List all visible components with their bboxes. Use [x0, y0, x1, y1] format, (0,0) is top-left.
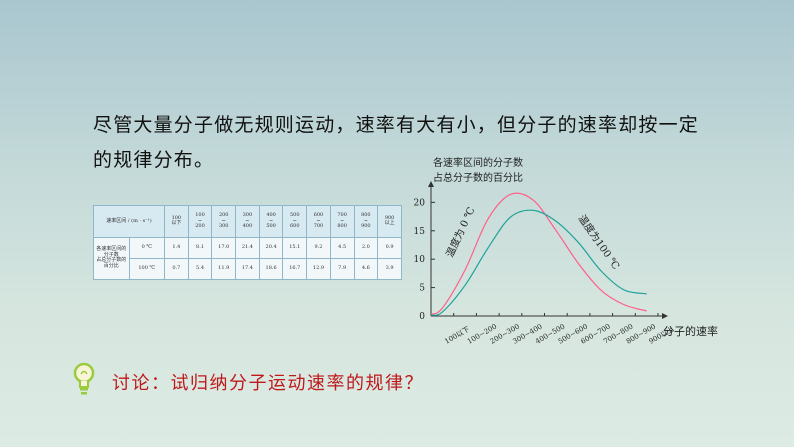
table-cell: 18.6 — [258, 257, 284, 281]
series-line-0 — [430, 192, 647, 315]
table-cell: 17.4 — [235, 257, 260, 281]
y-axis-label-line2: 占总分子数的百分比 — [433, 171, 523, 184]
table-range-9: 900 以上 — [377, 205, 402, 238]
intro-line-2: 的规律分布。 — [93, 149, 215, 171]
x-axis-label: 分子的速率 — [663, 324, 718, 338]
y-axis-label-line1: 各速率区间的分子数 — [433, 156, 523, 169]
y-tick-label: 5 — [419, 284, 425, 294]
table-header-row: 速率区间 / (m · s⁻¹) 100 以下 100 ~200 200 ~300 300 ~… — [93, 205, 402, 238]
table-range-7: 700 ~800 — [329, 205, 355, 238]
y-axis-arrow — [428, 181, 434, 187]
speed-distribution-table: 速率区间 / (m · s⁻¹) 100 以下 100 ~200 200 ~300 300 ~… — [93, 205, 402, 281]
table-range-8: 800 ~900 — [353, 205, 379, 238]
table-range-6: 600 ~700 — [306, 205, 331, 238]
table-cell: 12.9 — [306, 257, 331, 281]
y-tick-label: 0 — [419, 312, 425, 322]
discussion-prompt: 讨论：试归纳分子运动速率的规律？ — [112, 373, 424, 394]
lightbulb-icon — [73, 362, 95, 395]
table-row-label: 各速率区间的 分子数 占总分子数的 百分比 — [93, 236, 130, 281]
table-temp-100c: 100 ℃ — [128, 257, 165, 281]
table-cell: 16.7 — [282, 257, 308, 281]
table-row-100c: 100 ℃ 0.7 5.4 11.9 17.4 18.6 16.7 12.9 7.9 4.6 3.… — [94, 257, 402, 281]
x-axis-arrow — [662, 313, 668, 319]
x-tick-label: 100以下 — [443, 325, 471, 346]
table-range-5: 500 ~600 — [282, 205, 308, 238]
table-range-4: 400 ~500 — [258, 205, 284, 238]
intro-line-1: 尽管大量分子做无规则运动，速率有大有小，但分子的速率却按一定 — [93, 114, 700, 136]
table-cell: 7.9 — [329, 257, 355, 281]
y-tick-label: 15 — [414, 227, 426, 237]
table-cell: 4.5 — [329, 236, 355, 259]
table-cell: 3.9 — [377, 257, 402, 281]
table-cell: 15.1 — [282, 236, 308, 259]
y-tick-label: 20 — [414, 198, 426, 208]
table-range-3: 300 ~400 — [235, 205, 260, 238]
series-label-100c: 温度为100 ℃ — [576, 212, 623, 271]
y-tick-label: 10 — [414, 255, 426, 265]
series-label-0c: 温度为 0 ℃ — [443, 205, 478, 259]
series-line-1 — [430, 209, 647, 316]
